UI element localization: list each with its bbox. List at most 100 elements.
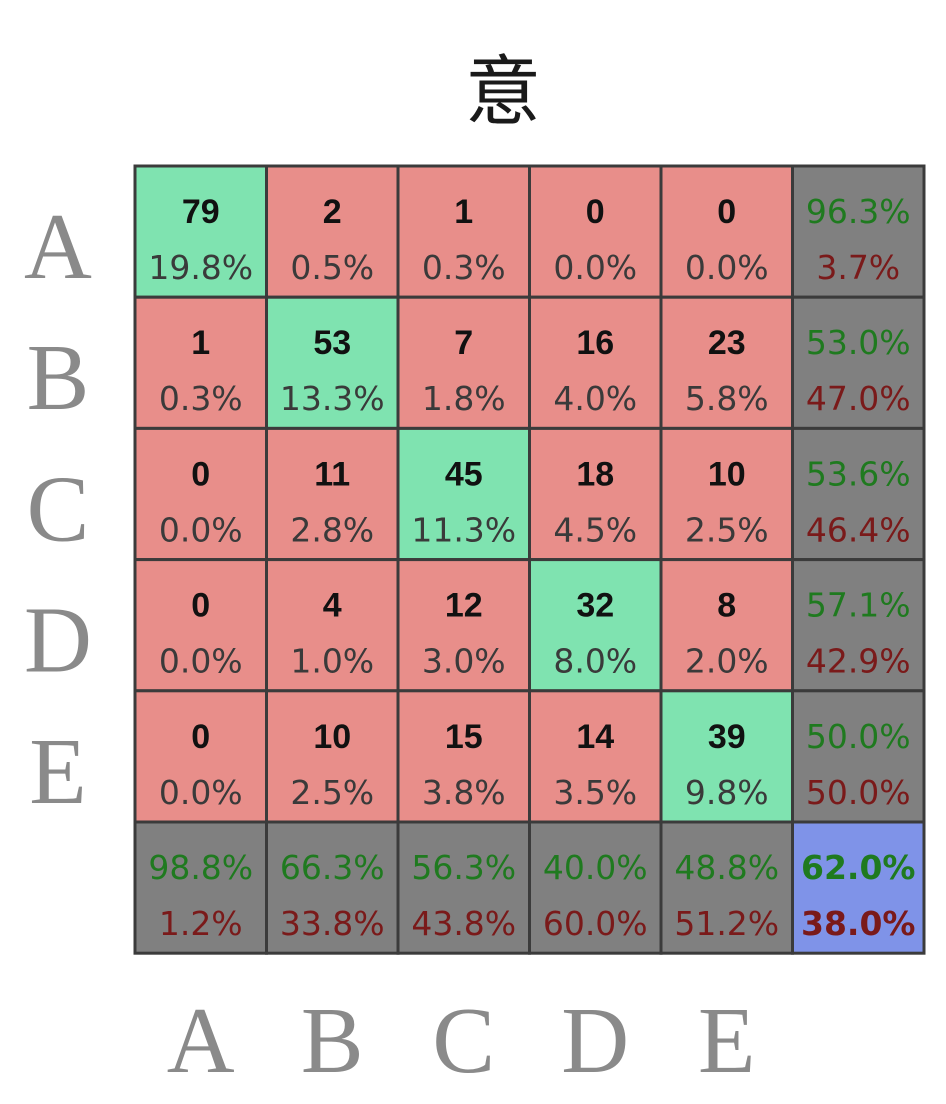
cell-percent: 9.8% <box>685 773 769 812</box>
column-label: A <box>167 989 235 1093</box>
row-correct-rate: 53.6% <box>806 454 911 493</box>
cell-percent: 2.5% <box>685 510 769 549</box>
row-label: A <box>24 195 92 299</box>
row-correct-rate: 53.0% <box>806 323 911 362</box>
column-error-rate: 43.8% <box>411 904 516 943</box>
off-diagonal-cell <box>528 426 663 562</box>
cell-percent: 0.0% <box>159 642 243 681</box>
off-diagonal-cell <box>265 689 400 824</box>
cell-percent: 2.5% <box>290 773 374 812</box>
row-label: E <box>29 720 86 824</box>
row-label: C <box>27 457 90 561</box>
cell-percent: 1.8% <box>422 379 506 418</box>
column-label: E <box>698 989 755 1093</box>
row-summary-cell <box>791 558 926 693</box>
column-correct-rate: 56.3% <box>411 848 516 887</box>
off-diagonal-cell <box>265 164 400 299</box>
diagonal-cell <box>528 558 663 693</box>
cell-percent: 0.0% <box>159 510 243 549</box>
cell-percent: 2.0% <box>685 642 769 681</box>
cell-count: 4 <box>323 587 342 625</box>
row-error-rate: 47.0% <box>806 379 911 418</box>
cell-percent: 8.0% <box>553 642 637 681</box>
cell-count: 1 <box>191 324 210 362</box>
cell-percent: 3.0% <box>422 642 506 681</box>
column-summary-cell <box>528 820 663 955</box>
column-summary-cell <box>659 820 794 955</box>
cell-count: 10 <box>313 718 351 756</box>
row-summary-cell <box>791 164 926 299</box>
cell-count: 0 <box>717 193 736 231</box>
cell-count: 16 <box>576 324 614 362</box>
off-diagonal-cell <box>396 295 531 430</box>
overall-error-rate: 38.0% <box>801 904 916 943</box>
cell-percent: 0.0% <box>159 773 243 812</box>
row-error-rate: 46.4% <box>806 510 911 549</box>
cell-count: 15 <box>445 718 483 756</box>
column-label: D <box>561 989 629 1093</box>
off-diagonal-cell <box>133 558 268 693</box>
column-label: B <box>301 989 364 1093</box>
cell-count: 0 <box>586 193 605 231</box>
column-correct-rate: 48.8% <box>674 848 779 887</box>
cell-count: 23 <box>708 324 746 362</box>
column-label: C <box>432 989 495 1093</box>
off-diagonal-cell <box>396 558 531 693</box>
cell-count: 2 <box>323 193 342 231</box>
column-error-rate: 60.0% <box>543 904 648 943</box>
row-label: B <box>27 326 90 430</box>
row-correct-rate: 50.0% <box>806 717 911 756</box>
cell-count: 10 <box>708 455 746 493</box>
off-diagonal-cell <box>659 295 794 430</box>
cell-count: 79 <box>182 193 220 231</box>
off-diagonal-cell <box>133 689 268 824</box>
row-label: D <box>24 589 92 693</box>
cell-count: 1 <box>454 193 473 231</box>
cell-count: 0 <box>191 718 210 756</box>
column-correct-rate: 40.0% <box>543 848 648 887</box>
cell-percent: 0.0% <box>685 248 769 287</box>
cell-count: 7 <box>454 324 473 362</box>
cell-count: 8 <box>717 587 736 625</box>
cell-count: 11 <box>314 455 350 493</box>
off-diagonal-cell <box>265 426 400 562</box>
row-summary-cell <box>791 295 926 430</box>
cell-count: 32 <box>576 587 614 625</box>
off-diagonal-cell <box>396 689 531 824</box>
row-error-rate: 50.0% <box>806 773 911 812</box>
cell-percent: 1.0% <box>290 642 374 681</box>
cell-count: 45 <box>445 455 483 493</box>
column-correct-rate: 98.8% <box>148 848 253 887</box>
cell-percent: 0.0% <box>553 248 637 287</box>
cell-percent: 4.5% <box>553 510 637 549</box>
cell-count: 0 <box>191 455 210 493</box>
cell-count: 14 <box>576 718 614 756</box>
off-diagonal-cell <box>659 558 794 693</box>
matrix-grid: 79 19.8% 2 0.5% 1 0.3% 0 0.0% 0 0.0% 1 0.3% 53 13.3% 7… <box>133 164 926 955</box>
cell-percent: 0.3% <box>422 248 506 287</box>
cell-count: 12 <box>445 587 483 625</box>
row-error-rate: 42.9% <box>806 642 911 681</box>
cell-percent: 19.8% <box>148 248 253 287</box>
cell-percent: 3.5% <box>553 773 637 812</box>
cell-percent: 0.5% <box>290 248 374 287</box>
column-error-rate: 33.8% <box>280 904 385 943</box>
cell-count: 0 <box>191 587 210 625</box>
overall-correct-rate: 62.0% <box>801 848 916 887</box>
row-correct-rate: 96.3% <box>806 192 911 231</box>
row-summary-cell <box>791 689 926 824</box>
cell-percent: 2.8% <box>290 510 374 549</box>
diagonal-cell <box>133 164 268 299</box>
cell-count: 39 <box>708 718 746 756</box>
cell-count: 53 <box>313 324 351 362</box>
off-diagonal-cell <box>133 295 268 430</box>
cell-percent: 11.3% <box>411 510 516 549</box>
cell-percent: 4.0% <box>553 379 637 418</box>
cell-percent: 13.3% <box>280 379 385 418</box>
overall-accuracy-cell <box>791 820 926 955</box>
row-error-rate: 3.7% <box>816 248 900 287</box>
row-summary-cell <box>791 426 926 562</box>
